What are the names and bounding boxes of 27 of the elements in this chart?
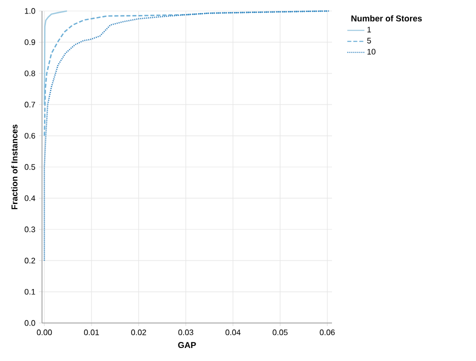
x-tick-label: 0.04 — [226, 330, 241, 336]
legend-label: 5 — [367, 38, 371, 44]
line-series — [44, 10, 68, 106]
y-tick-label: 0.3 — [24, 226, 36, 232]
legend-label: 10 — [367, 48, 376, 55]
x-tick-label: 0.01 — [84, 330, 99, 336]
legend-title: Number of Stores — [351, 15, 422, 22]
x-tick-label: 0.03 — [178, 330, 194, 336]
x-axis-title: GAP — [178, 342, 196, 348]
y-tick-label: 0.1 — [24, 288, 36, 295]
y-tick-label: 0.2 — [24, 258, 36, 264]
y-tick-label: 0.6 — [24, 132, 36, 139]
y-tick-label: 0.8 — [24, 70, 36, 76]
y-tick-label: 0.0 — [24, 320, 36, 326]
x-tick-label: 0.00 — [36, 330, 52, 336]
y-tick-label: 0.7 — [24, 102, 36, 108]
y-tick-label: 1.0 — [24, 8, 36, 14]
legend-label: 1 — [367, 26, 371, 32]
x-tick-label: 0.02 — [131, 330, 146, 336]
x-tick-label: 0.06 — [320, 330, 335, 336]
line-series — [44, 10, 330, 262]
y-tick-label: 0.5 — [24, 164, 36, 170]
y-tick-label: 0.9 — [24, 39, 36, 46]
y-tick-label: 0.4 — [24, 195, 36, 202]
x-tick-label: 0.05 — [272, 330, 288, 336]
y-axis-title: Fraction of Instances — [11, 124, 18, 210]
line-series — [44, 10, 328, 136]
